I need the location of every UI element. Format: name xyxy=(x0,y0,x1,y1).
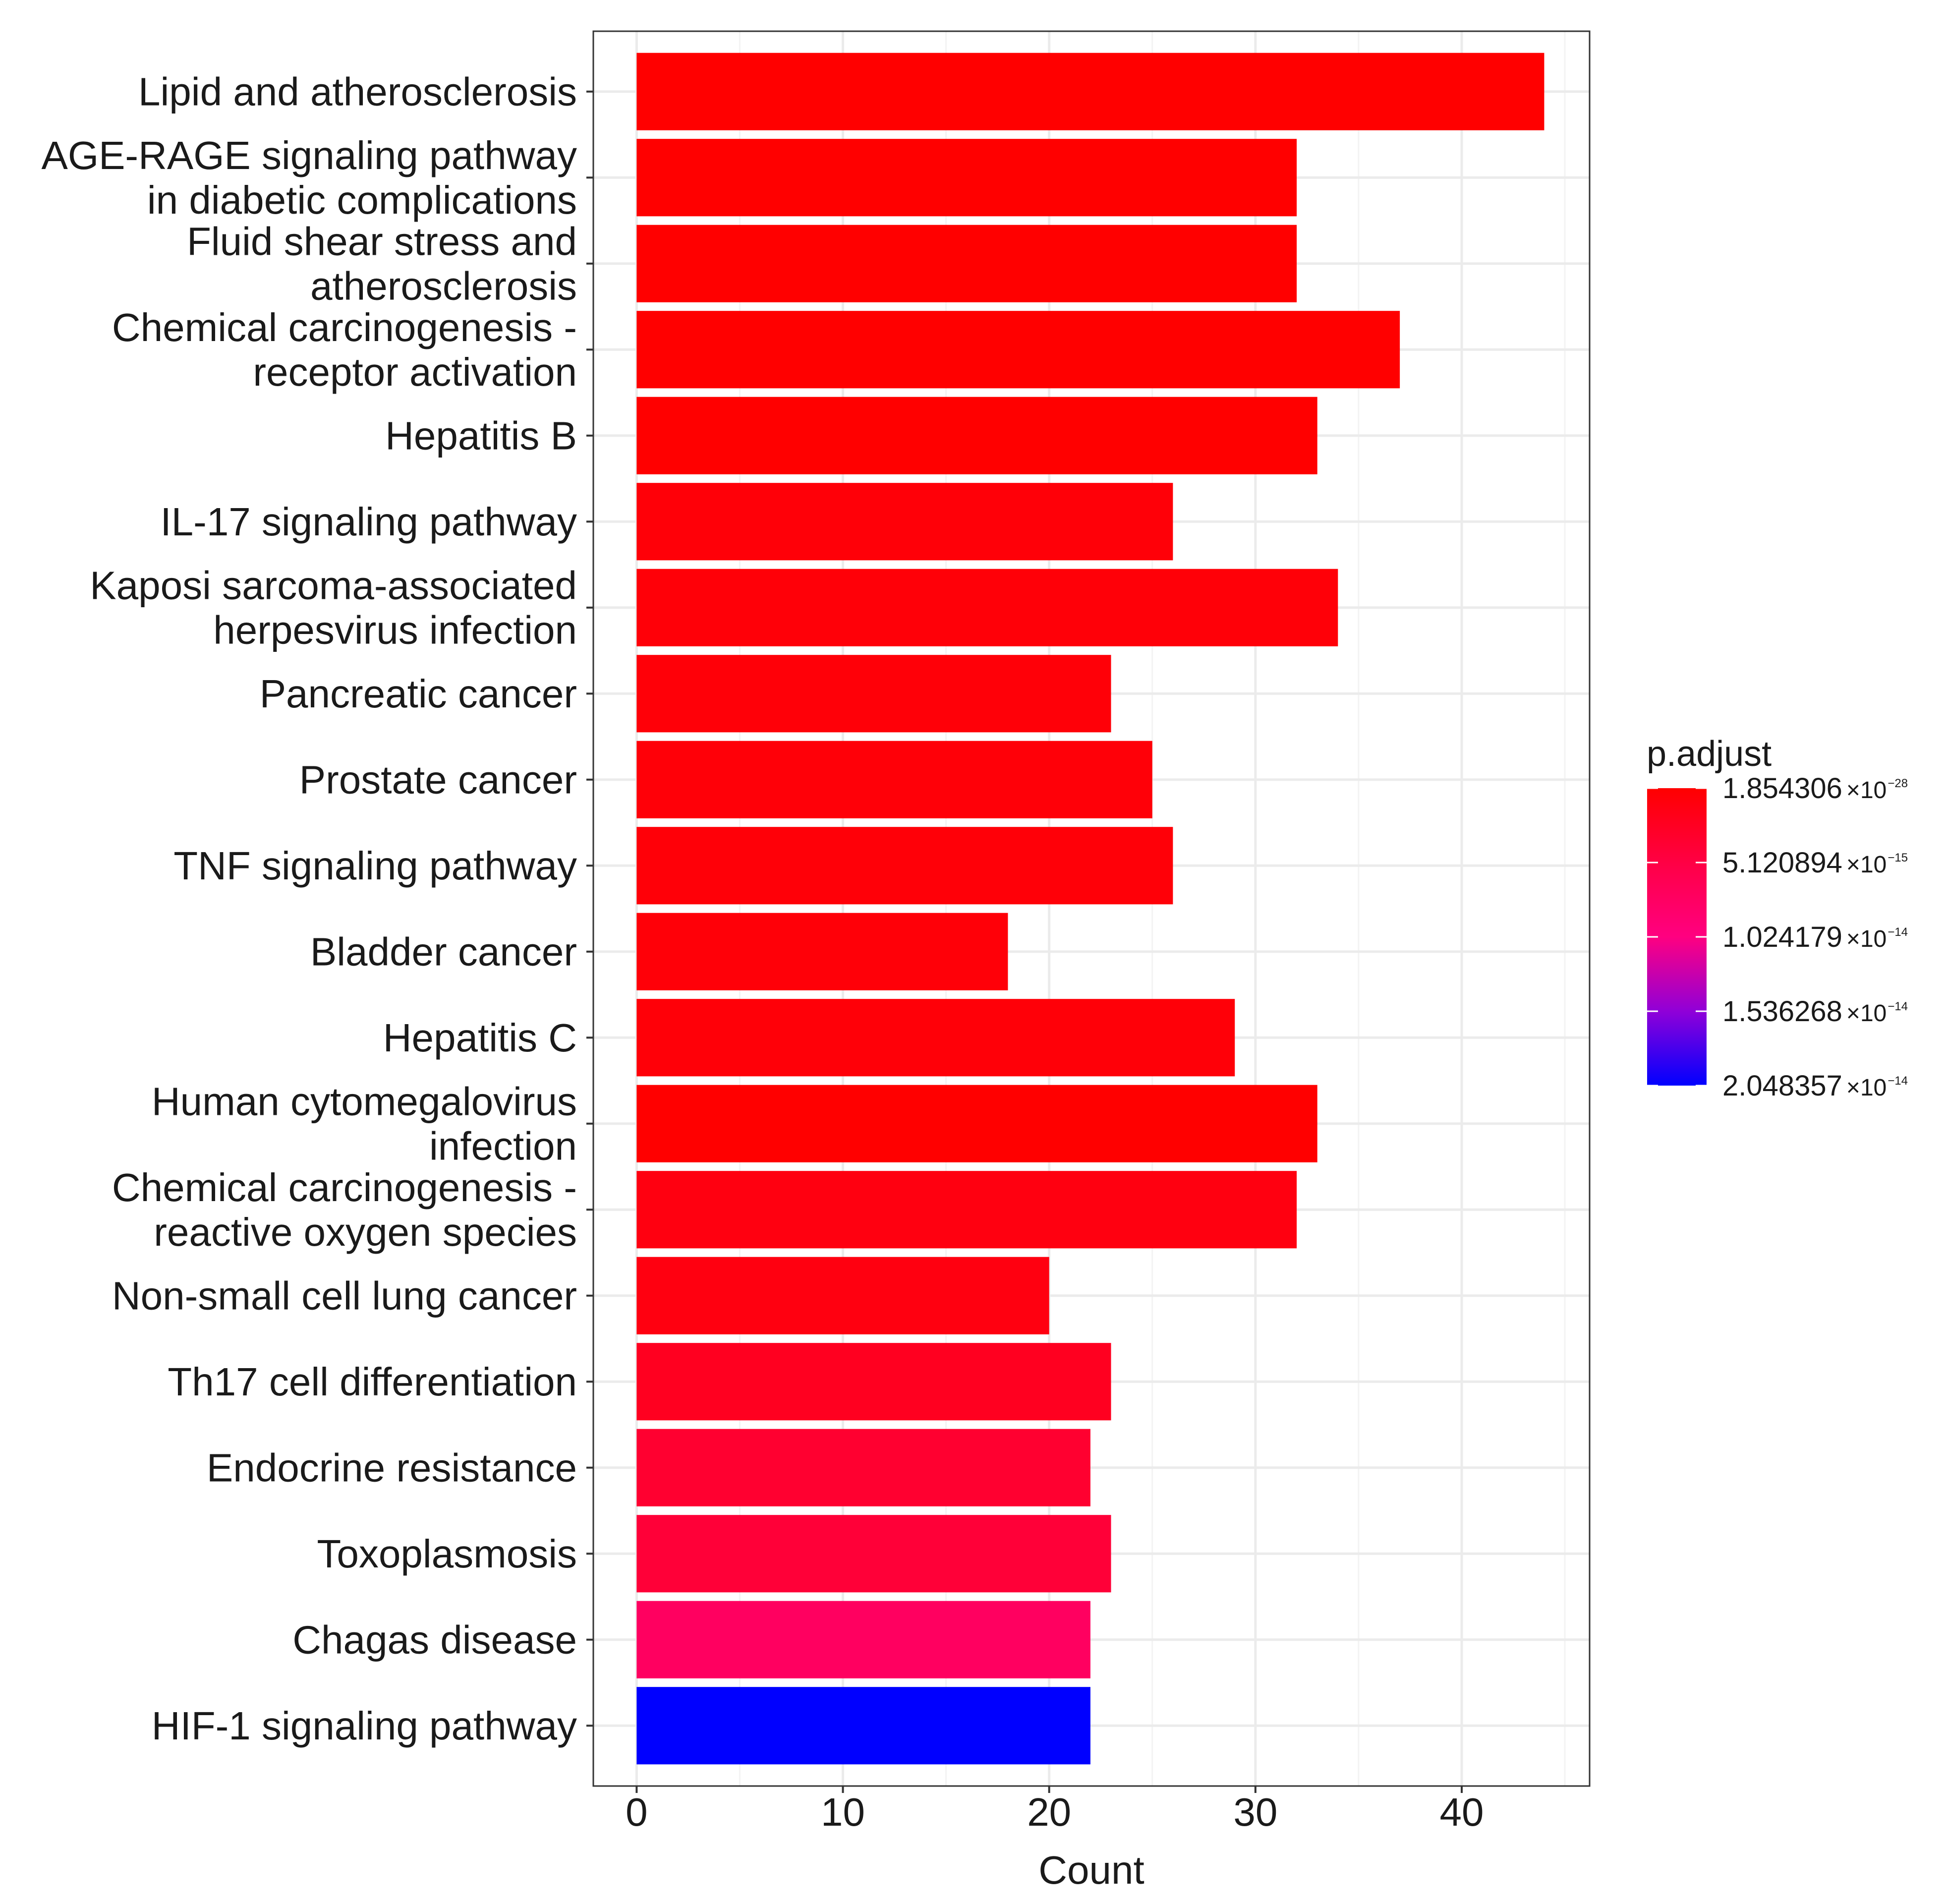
legend-label: 5.120894 ×10−15 xyxy=(1722,847,1908,879)
category-label-line: Prostate cancer xyxy=(299,757,577,802)
category-label: Endocrine resistance xyxy=(207,1445,577,1490)
category-label-line: receptor activation xyxy=(253,350,577,394)
category-label: Chemical carcinogenesis -receptor activa… xyxy=(112,305,577,394)
category-label-line: Kaposi sarcoma-associated xyxy=(90,563,577,607)
category-label: Pancreatic cancer xyxy=(260,672,577,716)
bar xyxy=(636,139,1297,217)
bar xyxy=(636,53,1544,130)
category-label: Chemical carcinogenesis -reactive oxygen… xyxy=(112,1165,577,1254)
category-label-line: Th17 cell differentiation xyxy=(168,1360,577,1404)
bar xyxy=(636,311,1400,389)
category-label: Lipid and atherosclerosis xyxy=(138,69,577,114)
bar xyxy=(636,569,1338,646)
category-label: Chagas disease xyxy=(292,1617,577,1662)
legend-title: p.adjust xyxy=(1647,734,1772,774)
legend-label: 2.048357 ×10−14 xyxy=(1722,1070,1908,1102)
category-label: Fluid shear stress and atherosclerosis xyxy=(187,219,577,308)
category-label-line: infection xyxy=(429,1124,577,1168)
category-label: Prostate cancer xyxy=(299,757,577,802)
category-label: AGE-RAGE signaling pathway in diabetic co… xyxy=(41,133,577,222)
bar xyxy=(636,655,1111,733)
category-label: TNF signaling pathway xyxy=(173,844,577,888)
category-label-line: Toxoplasmosis xyxy=(317,1532,577,1576)
category-label-line: Lipid and atherosclerosis xyxy=(138,69,577,114)
category-label-line: Chagas disease xyxy=(292,1617,577,1662)
panel-border xyxy=(592,30,1591,1787)
category-label: IL-17 signaling pathway xyxy=(160,500,577,544)
bar xyxy=(636,827,1173,905)
bar xyxy=(636,1257,1049,1334)
bar xyxy=(636,1171,1297,1249)
category-label-line: HIF-1 signaling pathway xyxy=(152,1704,577,1748)
x-tick-label: 10 xyxy=(821,1790,865,1834)
bar xyxy=(636,999,1235,1077)
category-label: HIF-1 signaling pathway xyxy=(152,1704,577,1748)
bar xyxy=(636,1429,1090,1506)
category-label-line: AGE-RAGE signaling pathway xyxy=(41,133,577,177)
bar xyxy=(636,913,1008,990)
category-label-line: Pancreatic cancer xyxy=(260,672,577,716)
category-label-line: Hepatitis C xyxy=(383,1016,577,1060)
category-label-line: Fluid shear stress and xyxy=(187,219,577,263)
category-label-line: Human cytomegalovirus xyxy=(152,1079,577,1123)
category-label-line: Bladder cancer xyxy=(310,929,577,974)
x-tick-label: 40 xyxy=(1439,1790,1484,1834)
category-label-line: Chemical carcinogenesis - xyxy=(112,1165,577,1210)
category-label-line: reactive oxygen species xyxy=(154,1210,577,1254)
bar xyxy=(636,1343,1111,1421)
category-label-line: IL-17 signaling pathway xyxy=(160,500,577,544)
category-label: Bladder cancer xyxy=(310,929,577,974)
bar xyxy=(636,397,1317,474)
bar xyxy=(636,225,1297,302)
category-label: Th17 cell differentiation xyxy=(168,1360,577,1404)
category-label-line: TNF signaling pathway xyxy=(173,844,577,888)
bars xyxy=(636,53,1544,1765)
category-label-line: atherosclerosis xyxy=(310,264,577,308)
x-tick-label: 20 xyxy=(1027,1790,1071,1834)
legend-label: 1.854306 ×10−28 xyxy=(1722,772,1908,805)
legend-label: 1.024179 ×10−14 xyxy=(1722,921,1908,953)
legend-label: 1.536268 ×10−14 xyxy=(1722,995,1908,1028)
category-label: Kaposi sarcoma-associated herpesvirus inf… xyxy=(90,563,577,652)
bar xyxy=(636,1601,1090,1678)
bar xyxy=(636,1515,1111,1593)
category-label: Non-small cell lung cancer xyxy=(112,1273,577,1318)
category-label-line: Endocrine resistance xyxy=(207,1445,577,1490)
bar xyxy=(636,1687,1090,1765)
category-label-line: Hepatitis B xyxy=(385,413,577,458)
category-label: Hepatitis B xyxy=(385,413,577,458)
category-label: Human cytomegalovirus infection xyxy=(152,1079,577,1168)
bar xyxy=(636,483,1173,561)
category-label-line: herpesvirus infection xyxy=(213,608,577,652)
category-label: Hepatitis C xyxy=(383,1016,577,1060)
x-tick-label: 30 xyxy=(1233,1790,1277,1834)
bar xyxy=(636,741,1152,818)
category-label-line: in diabetic complications xyxy=(147,178,577,222)
x-tick-label: 0 xyxy=(626,1790,648,1834)
x-axis-title: Count xyxy=(1038,1848,1144,1892)
category-label: Toxoplasmosis xyxy=(317,1532,577,1576)
bar xyxy=(636,1085,1317,1162)
axes: Lipid and atherosclerosis AGE-RAGE signal… xyxy=(41,69,1484,1892)
category-label-line: Chemical carcinogenesis - xyxy=(112,305,577,349)
category-label-line: Non-small cell lung cancer xyxy=(112,1273,577,1318)
